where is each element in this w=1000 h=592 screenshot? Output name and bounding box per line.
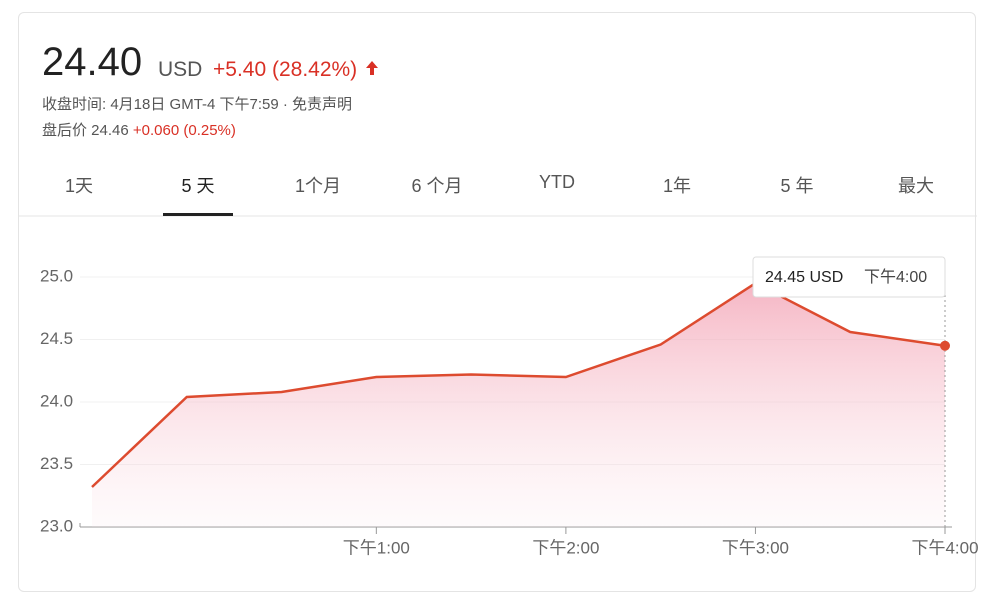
x-tick-label: 下午1:00 bbox=[343, 538, 410, 557]
up-arrow bbox=[366, 61, 379, 75]
x-tick-label: 下午4:00 bbox=[911, 538, 978, 557]
x-tick-label: 下午2:00 bbox=[532, 538, 599, 557]
tooltip-value: 24.45 USD bbox=[765, 269, 843, 286]
y-tick-label: 25.0 bbox=[40, 266, 73, 285]
tab[interactable]: 1个月 bbox=[294, 176, 342, 196]
y-tick-label: 23.0 bbox=[40, 516, 73, 535]
close-info: 收盘时间: 4月18日 GMT-4 下午7:59 · 免责声明 bbox=[42, 96, 353, 113]
y-tick-label: 24.5 bbox=[40, 329, 73, 348]
tab[interactable]: 5 年 bbox=[780, 176, 814, 196]
currency: USD bbox=[158, 58, 203, 81]
y-tick-label: 23.5 bbox=[40, 454, 73, 473]
hover-point bbox=[940, 340, 950, 351]
line bbox=[91, 281, 946, 488]
tab-underline bbox=[163, 213, 233, 216]
tab[interactable]: YTD bbox=[539, 172, 575, 192]
tab[interactable]: 6 个月 bbox=[411, 176, 463, 196]
price: 24.40 bbox=[42, 40, 143, 84]
tooltip-box bbox=[752, 256, 946, 298]
change: +5.40 (28.42%) bbox=[213, 58, 381, 82]
tooltip-time: 下午4:00 bbox=[864, 268, 927, 286]
change-text: +5.40 (28.42%) bbox=[213, 58, 358, 81]
tab[interactable]: 最大 bbox=[898, 176, 934, 196]
after-hours-change: +0.060 (0.25%) bbox=[132, 122, 236, 139]
tab[interactable]: 5 天 bbox=[181, 176, 215, 196]
area bbox=[92, 283, 945, 527]
after-hours-label: 盘后价 24.46 bbox=[42, 122, 129, 139]
after-hours: 盘后价 24.46 +0.060 (0.25%) bbox=[42, 119, 236, 140]
y-tick-label: 24.0 bbox=[40, 391, 73, 410]
x-tick-label: 下午3:00 bbox=[722, 538, 789, 557]
tab[interactable]: 1年 bbox=[662, 176, 692, 196]
tab[interactable]: 1天 bbox=[64, 176, 94, 196]
